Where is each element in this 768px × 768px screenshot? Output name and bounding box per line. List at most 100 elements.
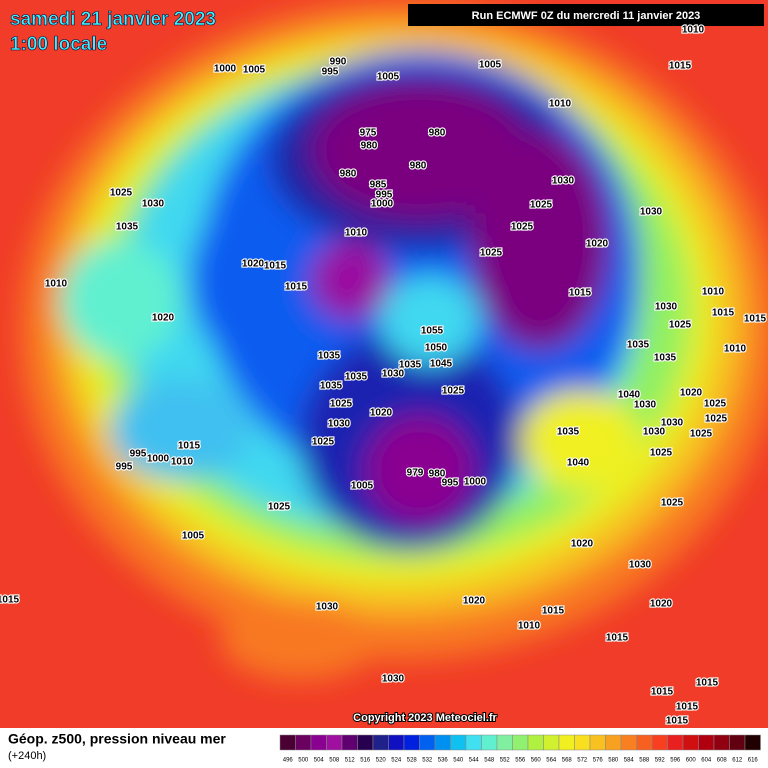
scale-swatch bbox=[527, 734, 544, 751]
scale-label: 584 bbox=[624, 758, 635, 764]
date: samedi 21 janvier 2023 bbox=[10, 9, 216, 30]
scale-label: 516 bbox=[360, 758, 371, 764]
isobar-label: 1030 bbox=[640, 207, 663, 218]
isobar-label: 1035 bbox=[399, 360, 422, 371]
isobar-label: 1030 bbox=[643, 427, 666, 438]
scale-swatch bbox=[419, 734, 436, 751]
isobar-label: 1015 bbox=[651, 687, 674, 698]
isobar-label: 1030 bbox=[382, 369, 405, 380]
scale-label: 588 bbox=[639, 758, 650, 764]
scale-swatch bbox=[512, 734, 529, 751]
isobar-label: 1010 bbox=[702, 287, 725, 298]
isobar-label: 980 bbox=[410, 161, 427, 172]
scale-label: 600 bbox=[686, 758, 697, 764]
isobar-label: 1030 bbox=[142, 199, 165, 210]
isobar-label: 1025 bbox=[312, 437, 335, 448]
isobar-label: 1025 bbox=[704, 399, 727, 410]
isobar-label: 1000 bbox=[214, 64, 237, 75]
isobar-label: 1025 bbox=[268, 502, 291, 513]
isobar-label: 1025 bbox=[480, 248, 503, 259]
scale-swatch bbox=[543, 734, 560, 751]
scale-swatch bbox=[295, 734, 312, 751]
isobar-label: 1025 bbox=[650, 448, 673, 459]
scale-label: 536 bbox=[438, 758, 449, 764]
isobar-label: 1010 bbox=[549, 99, 572, 110]
isobar-label: 1035 bbox=[654, 353, 677, 364]
isobar-label: 1015 bbox=[0, 595, 20, 606]
isobar-label: 1020 bbox=[152, 313, 175, 324]
run-box bbox=[408, 4, 764, 26]
isobar-label: 1030 bbox=[316, 602, 339, 613]
isobar-label: 1015 bbox=[696, 678, 719, 689]
isobar-label: 1025 bbox=[530, 200, 553, 211]
isobar-label: 1000 bbox=[371, 199, 394, 210]
isobar-label: 1015 bbox=[744, 314, 767, 325]
isobar-label: 1020 bbox=[680, 388, 703, 399]
isobar-label: 995 bbox=[442, 478, 459, 489]
scale-label: 604 bbox=[701, 758, 712, 764]
isobar-label: 995 bbox=[130, 449, 147, 460]
isobar-label: 980 bbox=[429, 469, 446, 480]
geopotential-field bbox=[20, 0, 768, 680]
scale-swatch bbox=[434, 734, 451, 751]
isobar-label: 979 bbox=[407, 468, 424, 479]
isobar-label: 1020 bbox=[242, 259, 265, 270]
legend-title: Géop. z500, pression niveau mer bbox=[8, 731, 226, 747]
scale-label: 556 bbox=[515, 758, 526, 764]
isobar-label: 1020 bbox=[463, 596, 486, 607]
isobar-label: 1030 bbox=[629, 560, 652, 571]
isobar-label: 1030 bbox=[634, 400, 657, 411]
isobar-label: 975 bbox=[360, 128, 377, 139]
scale-label: 596 bbox=[670, 758, 681, 764]
scale-label: 560 bbox=[531, 758, 542, 764]
isobar-label: 1050 bbox=[425, 343, 448, 354]
isobar-label: 1015 bbox=[264, 261, 287, 272]
scale-swatch bbox=[574, 734, 591, 751]
scale-label: 532 bbox=[422, 758, 433, 764]
scale-swatch bbox=[341, 734, 358, 751]
time: 1:00 locale bbox=[10, 34, 107, 55]
run-info: Run ECMWF 0Z du mercredi 11 janvier 2023 bbox=[472, 10, 701, 22]
scale-swatch bbox=[620, 734, 637, 751]
isobar-label: 1035 bbox=[320, 381, 343, 392]
isobar-label: 1035 bbox=[345, 372, 368, 383]
scale-swatch bbox=[279, 734, 296, 751]
scale-swatch bbox=[636, 734, 653, 751]
scale-swatch bbox=[326, 734, 343, 751]
scale-swatch bbox=[667, 734, 684, 751]
scale-label: 500 bbox=[298, 758, 309, 764]
scale-label: 572 bbox=[577, 758, 588, 764]
scale-label: 504 bbox=[314, 758, 325, 764]
isobar-label: 1005 bbox=[243, 65, 266, 76]
scale-label: 528 bbox=[407, 758, 418, 764]
scale-label: 548 bbox=[484, 758, 495, 764]
isobar-label: 980 bbox=[340, 169, 357, 180]
scale-swatch bbox=[465, 734, 482, 751]
scale-label: 576 bbox=[593, 758, 604, 764]
isobar-label: 1010 bbox=[345, 228, 368, 239]
scale-label: 616 bbox=[748, 758, 759, 764]
isobar-label: 1005 bbox=[377, 72, 400, 83]
isobar-label: 1015 bbox=[178, 441, 201, 452]
isobar-label: 1005 bbox=[479, 60, 502, 71]
isobar-label: 1035 bbox=[318, 351, 341, 362]
copyright: Copyright 2023 Meteociel.fr bbox=[353, 712, 497, 724]
isobar-label: 995 bbox=[116, 462, 133, 473]
scale-label: 568 bbox=[562, 758, 573, 764]
scale-swatch bbox=[698, 734, 715, 751]
isobar-label: 1015 bbox=[542, 606, 565, 617]
scale-label: 496 bbox=[283, 758, 294, 764]
scale-label: 592 bbox=[655, 758, 666, 764]
isobar-label: 1025 bbox=[330, 399, 353, 410]
isobar-label: 1035 bbox=[116, 222, 139, 233]
scale-label: 520 bbox=[376, 758, 387, 764]
isobar-label: 1055 bbox=[421, 326, 444, 337]
isobar-label: 1025 bbox=[442, 386, 465, 397]
scale-label: 612 bbox=[732, 758, 743, 764]
scale-swatch bbox=[651, 734, 668, 751]
scale-swatch bbox=[744, 734, 761, 751]
scale-swatch bbox=[310, 734, 327, 751]
scale-swatch bbox=[558, 734, 575, 751]
isobar-label: 1015 bbox=[666, 716, 689, 727]
